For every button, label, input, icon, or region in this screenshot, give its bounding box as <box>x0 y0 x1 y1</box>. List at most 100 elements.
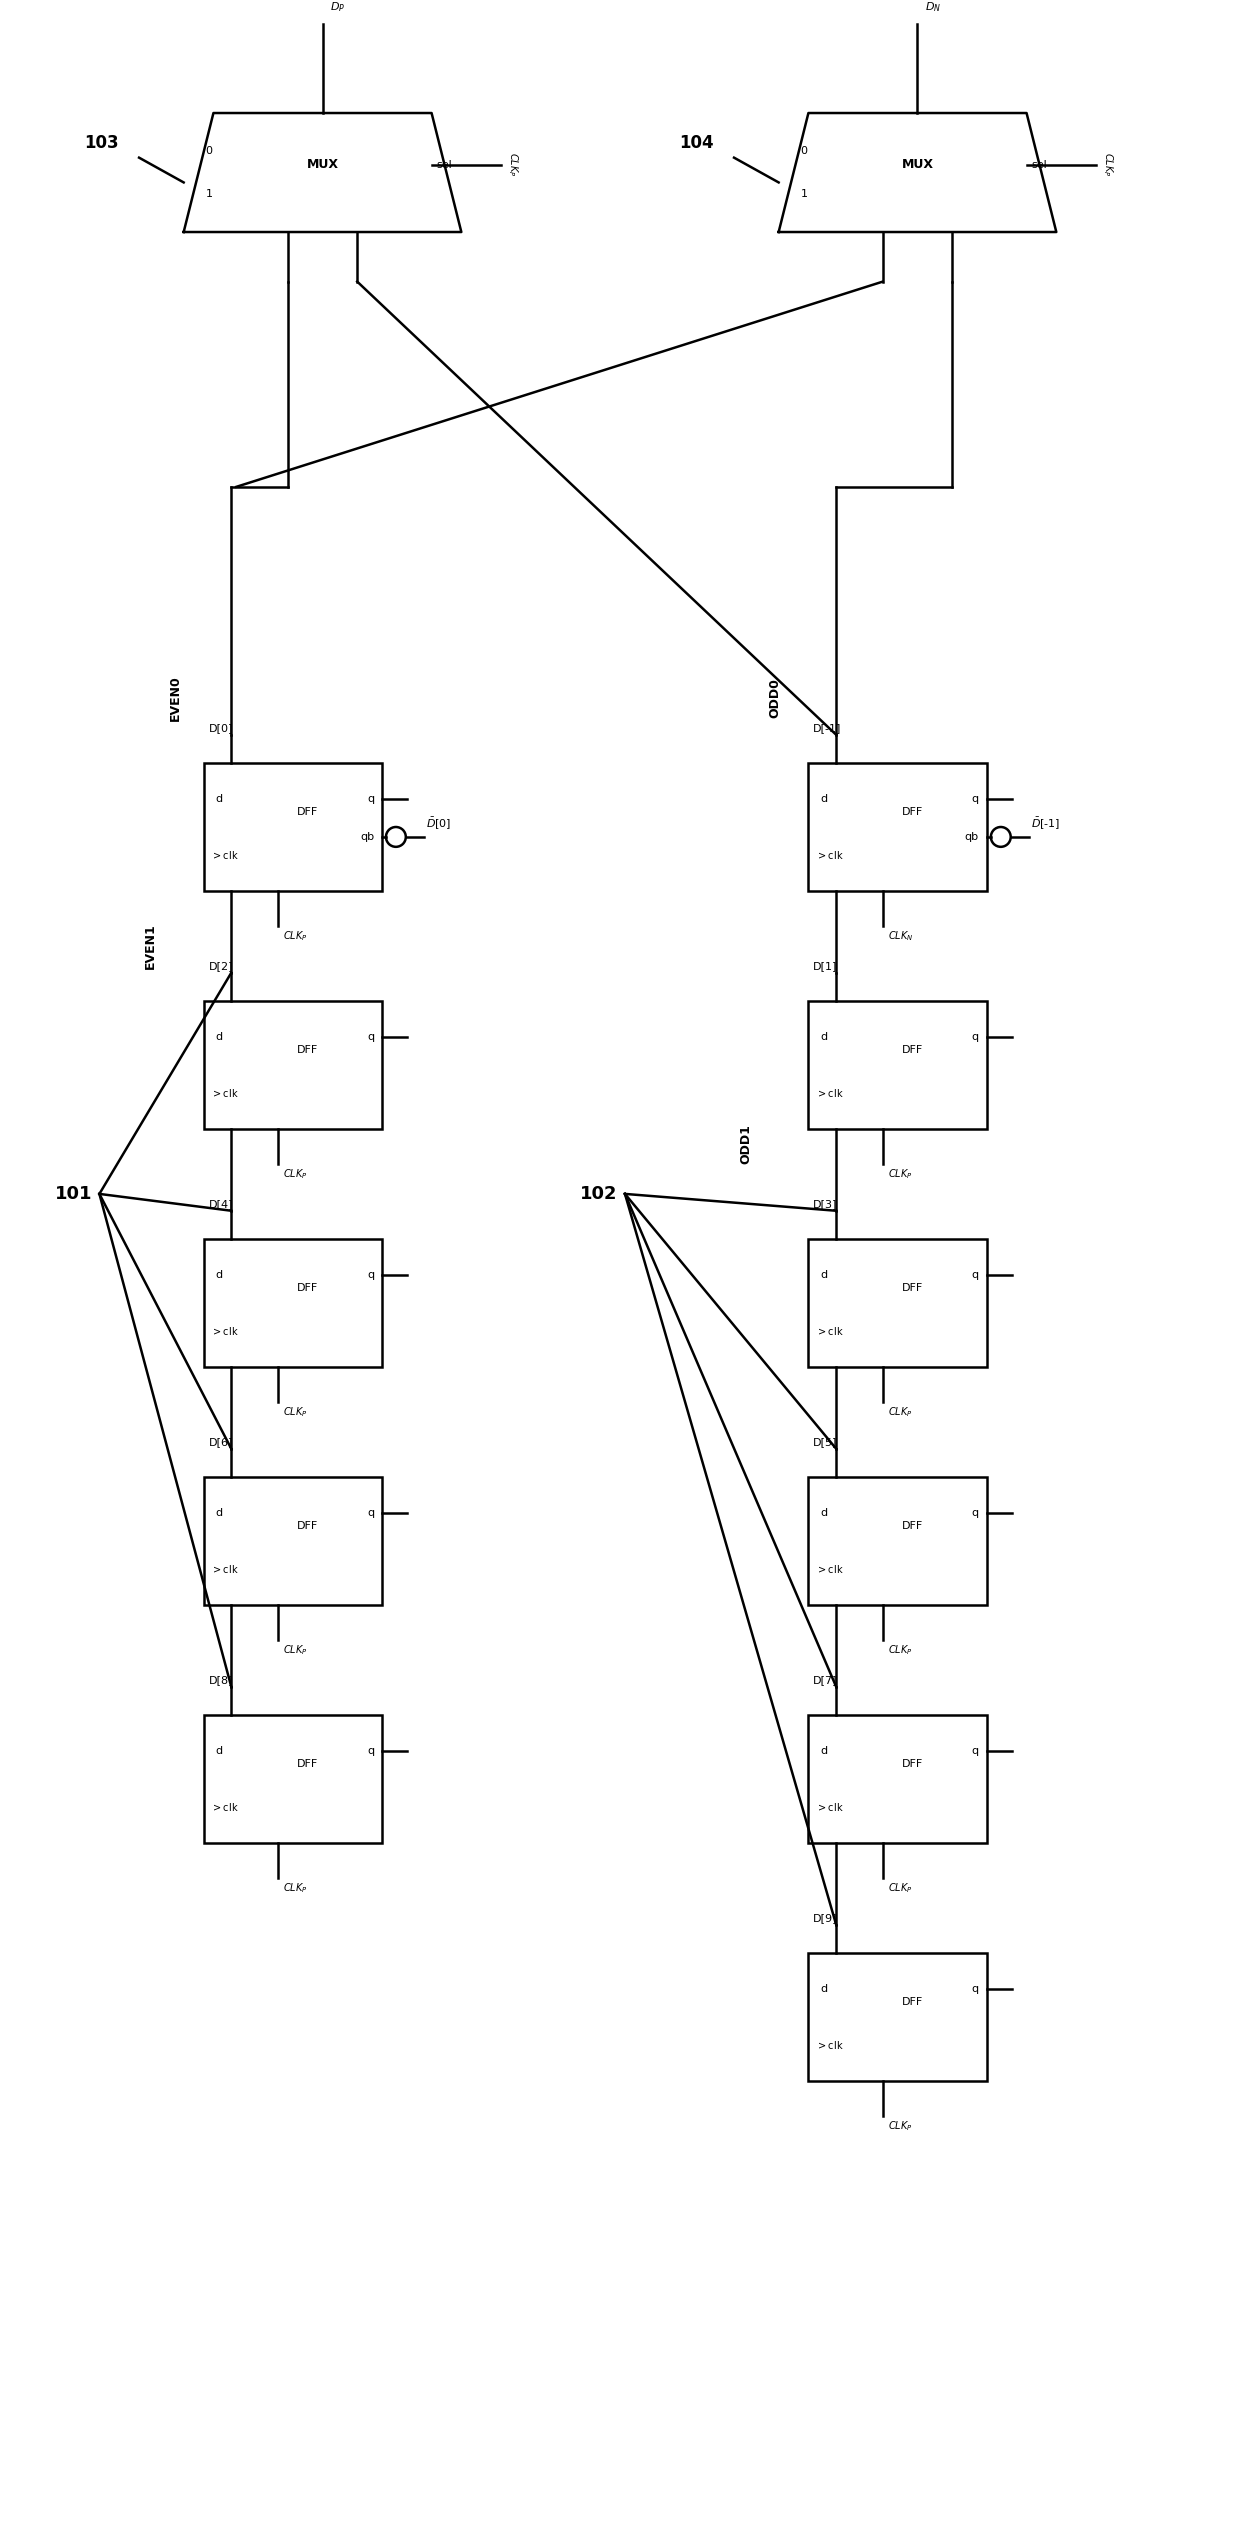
Text: 103: 103 <box>84 134 119 152</box>
Text: D[8]: D[8] <box>208 1675 233 1685</box>
Text: d: d <box>821 1270 827 1280</box>
Text: DFF: DFF <box>298 1759 319 1769</box>
Text: $CLK_P$: $CLK_P$ <box>888 2118 913 2134</box>
Text: DFF: DFF <box>298 1282 319 1292</box>
Text: q: q <box>367 1746 374 1756</box>
Text: $>$clk: $>$clk <box>212 1563 239 1574</box>
Text: $CLK_P$: $CLK_P$ <box>1101 152 1115 177</box>
Text: $CLK_P$: $CLK_P$ <box>888 1880 913 1895</box>
Text: d: d <box>821 1746 827 1756</box>
Text: $\bar{D}$[0]: $\bar{D}$[0] <box>425 816 451 831</box>
Text: d: d <box>216 1746 222 1756</box>
Text: q: q <box>367 1508 374 1518</box>
Text: sel: sel <box>436 160 453 170</box>
Text: D[1]: D[1] <box>813 960 838 971</box>
Text: $>$clk: $>$clk <box>816 849 844 862</box>
Text: D[2]: D[2] <box>208 960 233 971</box>
Text: $CLK_P$: $CLK_P$ <box>283 1880 308 1895</box>
Text: $CLK_P$: $CLK_P$ <box>283 1406 308 1419</box>
Text: $>$clk: $>$clk <box>816 2040 844 2050</box>
Text: $CLK_P$: $CLK_P$ <box>888 1642 913 1657</box>
Text: $>$clk: $>$clk <box>212 849 239 862</box>
Text: $\bar{D}$[-1]: $\bar{D}$[-1] <box>1030 816 1060 831</box>
Text: $D_P$: $D_P$ <box>330 0 346 13</box>
Text: 101: 101 <box>55 1186 92 1204</box>
Text: DFF: DFF <box>298 1044 319 1054</box>
Bar <box>203 1477 382 1607</box>
Text: $D_N$: $D_N$ <box>925 0 941 13</box>
Text: $CLK_P$: $CLK_P$ <box>506 152 520 177</box>
Text: q: q <box>972 1031 978 1041</box>
Text: qb: qb <box>965 831 978 841</box>
Text: MUX: MUX <box>306 157 339 172</box>
Text: $CLK_N$: $CLK_N$ <box>888 930 913 943</box>
Text: 104: 104 <box>680 134 714 152</box>
Text: D[5]: D[5] <box>813 1437 838 1447</box>
Text: D[6]: D[6] <box>208 1437 233 1447</box>
Text: $>$clk: $>$clk <box>816 1087 844 1100</box>
Text: DFF: DFF <box>901 1282 923 1292</box>
Text: MUX: MUX <box>901 157 934 172</box>
Text: D[3]: D[3] <box>813 1199 838 1209</box>
Text: d: d <box>216 1031 222 1041</box>
Text: 0: 0 <box>206 144 212 155</box>
Bar <box>808 763 987 892</box>
Text: $CLK_P$: $CLK_P$ <box>283 930 308 943</box>
Text: DFF: DFF <box>298 808 319 816</box>
Text: d: d <box>821 1031 827 1041</box>
Text: D[9]: D[9] <box>813 1913 838 1923</box>
Text: 0: 0 <box>801 144 807 155</box>
Text: D[4]: D[4] <box>208 1199 233 1209</box>
Bar <box>808 1716 987 1842</box>
Text: D[7]: D[7] <box>813 1675 838 1685</box>
Text: 1: 1 <box>801 190 807 200</box>
Text: q: q <box>972 793 978 803</box>
Bar <box>808 1239 987 1368</box>
Bar <box>203 1716 382 1842</box>
Text: d: d <box>216 793 222 803</box>
Text: DFF: DFF <box>298 1520 319 1531</box>
Text: q: q <box>367 1031 374 1041</box>
Text: DFF: DFF <box>901 1044 923 1054</box>
Text: ODD1: ODD1 <box>739 1125 751 1163</box>
Text: qb: qb <box>360 831 374 841</box>
Text: D[-1]: D[-1] <box>813 722 842 732</box>
Text: $>$clk: $>$clk <box>816 1325 844 1338</box>
Text: q: q <box>972 1270 978 1280</box>
Text: DFF: DFF <box>901 1997 923 2007</box>
Text: sel: sel <box>1032 160 1048 170</box>
Text: $>$clk: $>$clk <box>816 1802 844 1812</box>
Bar <box>808 1477 987 1607</box>
Text: q: q <box>972 1984 978 1994</box>
Text: d: d <box>216 1508 222 1518</box>
Text: q: q <box>972 1508 978 1518</box>
Text: d: d <box>821 1508 827 1518</box>
Text: d: d <box>821 793 827 803</box>
Text: EVEN1: EVEN1 <box>144 922 157 968</box>
Text: 1: 1 <box>206 190 212 200</box>
Text: $>$clk: $>$clk <box>212 1325 239 1338</box>
Text: d: d <box>216 1270 222 1280</box>
Text: DFF: DFF <box>901 1759 923 1769</box>
Text: 102: 102 <box>580 1186 618 1204</box>
Text: DFF: DFF <box>901 808 923 816</box>
Bar <box>203 763 382 892</box>
Text: $CLK_P$: $CLK_P$ <box>888 1406 913 1419</box>
Text: $CLK_P$: $CLK_P$ <box>283 1168 308 1181</box>
Text: $CLK_P$: $CLK_P$ <box>283 1642 308 1657</box>
Text: EVEN0: EVEN0 <box>169 674 182 722</box>
Text: q: q <box>367 1270 374 1280</box>
Text: ODD0: ODD0 <box>769 679 781 717</box>
Bar <box>203 1239 382 1368</box>
Bar <box>808 1001 987 1130</box>
Text: D[0]: D[0] <box>208 722 233 732</box>
Text: $>$clk: $>$clk <box>816 1563 844 1574</box>
Text: $>$clk: $>$clk <box>212 1087 239 1100</box>
Bar <box>203 1001 382 1130</box>
Text: d: d <box>821 1984 827 1994</box>
Bar <box>808 1954 987 2080</box>
Text: $CLK_P$: $CLK_P$ <box>888 1168 913 1181</box>
Text: DFF: DFF <box>901 1520 923 1531</box>
Text: $>$clk: $>$clk <box>212 1802 239 1812</box>
Text: q: q <box>367 793 374 803</box>
